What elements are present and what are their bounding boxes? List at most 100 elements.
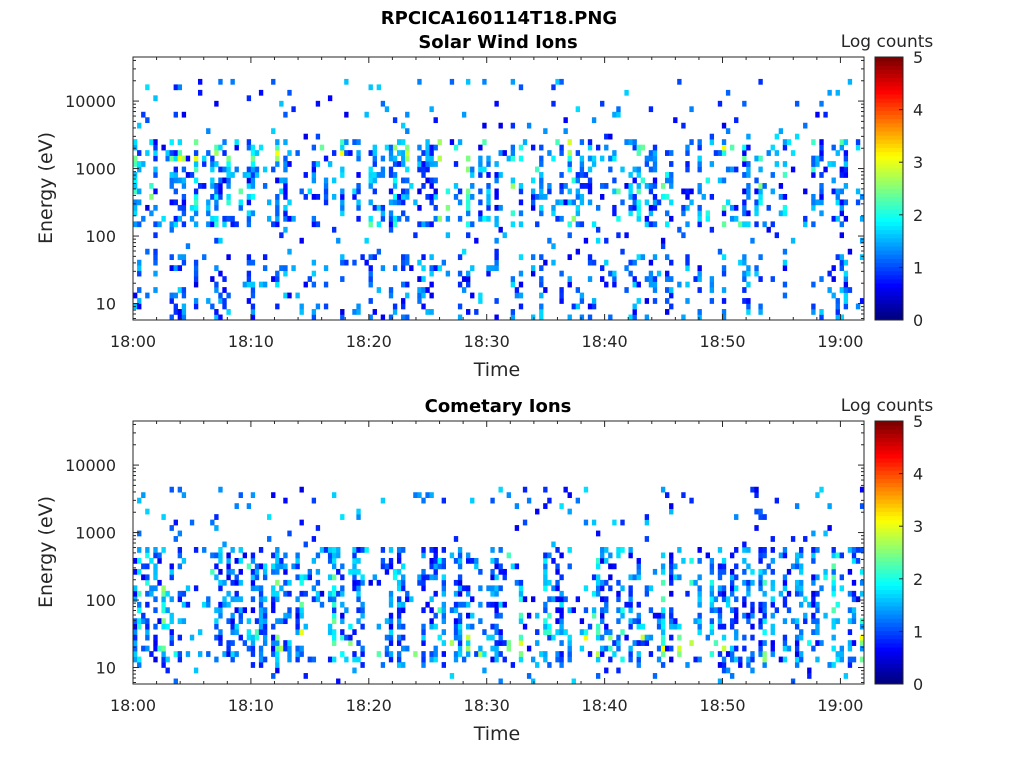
heatmap-cell — [746, 298, 751, 304]
heatmap-cell — [547, 629, 552, 635]
heatmap-cell — [677, 645, 682, 652]
colorbar-swatch — [875, 188, 903, 194]
heatmap-cell — [396, 596, 402, 603]
heatmap-cell — [600, 193, 605, 200]
heatmap-cell — [356, 590, 361, 597]
heatmap-cell — [782, 634, 788, 641]
heatmap-cell — [494, 640, 499, 646]
heatmap-cell — [494, 314, 499, 321]
heatmap-cell — [498, 678, 503, 685]
heatmap-cell — [405, 193, 410, 200]
heatmap-cell — [331, 557, 337, 564]
heatmap-cell — [762, 579, 767, 586]
heatmap-cell — [356, 618, 361, 625]
colorbar-swatch — [875, 573, 903, 578]
heatmap-cell — [287, 248, 292, 255]
heatmap-cell — [665, 177, 670, 184]
heatmap-cell — [177, 656, 183, 663]
colorbar-swatch — [875, 486, 903, 492]
heatmap-cell — [518, 634, 524, 641]
heatmap-cell — [510, 177, 516, 184]
heatmap-cell — [401, 254, 406, 261]
heatmap-cell — [742, 150, 747, 156]
heatmap-cell — [559, 574, 564, 581]
heatmap-cell — [271, 492, 276, 499]
heatmap-cell — [559, 590, 564, 597]
heatmap-cell — [401, 574, 406, 581]
heatmap-cell — [234, 596, 239, 603]
heatmap-cell — [734, 563, 739, 570]
heatmap-cell — [157, 645, 162, 652]
heatmap-cell — [522, 623, 528, 630]
heatmap-cell — [758, 78, 763, 85]
heatmap-cell — [669, 557, 674, 564]
heatmap-cell — [230, 215, 235, 222]
heatmap-cell — [331, 640, 337, 646]
colorbar-swatch — [875, 614, 903, 619]
colorbar-swatch — [875, 503, 903, 508]
heatmap-cell — [815, 590, 820, 597]
heatmap-cell — [669, 612, 674, 619]
heatmap-cell — [478, 161, 483, 167]
heatmap-cell — [137, 623, 142, 630]
heatmap-cell — [380, 497, 386, 504]
heatmap-cell — [417, 221, 422, 228]
heatmap-cell — [445, 215, 451, 222]
heatmap-cell — [258, 656, 264, 663]
heatmap-cell — [579, 199, 585, 206]
heatmap-cell — [734, 514, 739, 520]
colorbar-swatch — [875, 519, 903, 525]
heatmap-cell — [660, 486, 666, 493]
colorbar-swatch — [875, 299, 903, 305]
colorbar-swatch — [875, 258, 903, 263]
heatmap-cell — [287, 612, 292, 619]
heatmap-cell — [604, 547, 609, 553]
heatmap-cell — [575, 193, 581, 200]
heatmap-cell — [559, 629, 564, 635]
heatmap-cell — [275, 590, 280, 597]
colorbar-swatch — [875, 291, 903, 296]
heatmap-cell — [721, 265, 727, 271]
heatmap-cell — [709, 601, 715, 608]
heatmap-cell — [392, 265, 398, 271]
colorbar-swatch — [875, 462, 903, 467]
heatmap-cell — [145, 547, 150, 553]
heatmap-cell — [587, 188, 593, 195]
heatmap-cell — [336, 547, 341, 553]
heatmap-cell — [299, 601, 304, 608]
heatmap-cell — [433, 265, 438, 271]
cometary-heatmap-cells — [133, 486, 865, 685]
heatmap-cell — [721, 667, 727, 674]
heatmap-cell — [153, 568, 158, 575]
heatmap-cell — [709, 568, 715, 575]
heatmap-cell — [539, 161, 544, 167]
heatmap-cell — [782, 640, 788, 646]
heatmap-cell — [352, 579, 357, 586]
heatmap-cell — [193, 281, 199, 288]
heatmap-cell — [530, 314, 536, 321]
heatmap-cell — [595, 530, 601, 537]
heatmap-cell — [823, 111, 828, 118]
heatmap-cell — [843, 183, 849, 189]
heatmap-cell — [677, 634, 682, 641]
heatmap-cell — [600, 645, 605, 652]
heatmap-cell — [685, 259, 690, 266]
heatmap-cell — [323, 193, 329, 200]
heatmap-cell — [665, 150, 670, 156]
heatmap-cell — [685, 150, 690, 156]
colorbar-swatch — [875, 457, 903, 463]
heatmap-cell — [555, 199, 560, 206]
heatmap-cell — [258, 563, 264, 570]
heatmap-cell — [859, 193, 865, 200]
heatmap-cell — [746, 265, 751, 271]
heatmap-cell — [616, 579, 621, 586]
heatmap-cell — [831, 292, 836, 299]
heatmap-cell — [620, 519, 625, 526]
heatmap-cell — [616, 106, 621, 113]
heatmap-cell — [234, 221, 239, 228]
heatmap-cell — [709, 557, 715, 564]
heatmap-cell — [551, 259, 556, 266]
heatmap-cell — [230, 568, 235, 575]
heatmap-cell — [226, 568, 231, 575]
heatmap-cell — [754, 210, 759, 217]
